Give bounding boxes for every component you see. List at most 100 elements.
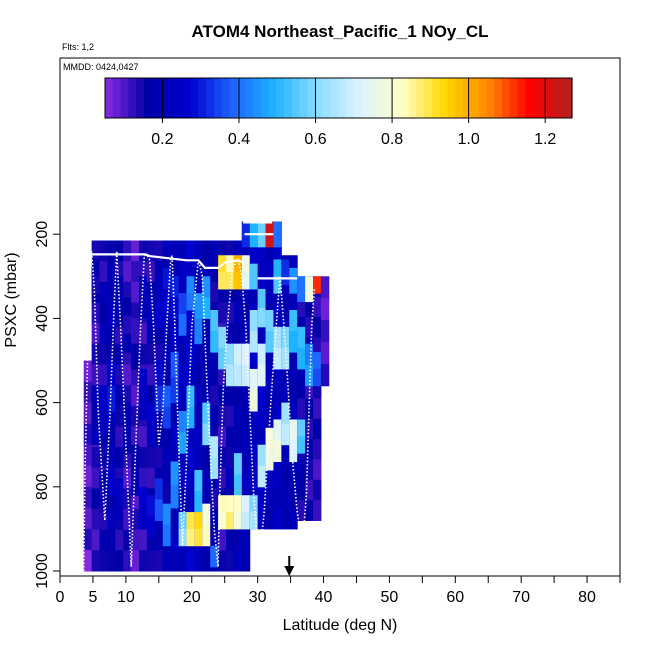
y-axis: 200 400 600 800 1000 [34,221,60,589]
heatmap-cell [115,529,124,551]
heatmap-cell [218,272,227,290]
heatmap-cell [218,405,227,427]
heatmap-cell [257,487,267,509]
heatmap-cell [226,495,235,513]
heatmap-cell [233,474,243,496]
heatmap-cell [131,385,140,407]
heatmap-cell [210,405,219,427]
heatmap-cell [257,385,267,407]
heatmap-cell [257,343,267,366]
heatmap-cell [202,550,211,572]
heatmap-cell [91,425,101,446]
heatmap-cell [107,529,116,551]
heatmap-cell [162,447,172,469]
colorbar-segment [509,78,519,118]
heatmap-cell [210,529,219,551]
heatmap-cell [91,488,101,510]
heatmap-cell [257,508,267,530]
heatmap-cell [139,507,148,530]
heatmap-cell [233,323,243,345]
heatmap-cell [146,423,156,446]
heatmap-cell [257,262,267,284]
heatmap-cell [202,364,211,386]
heatmap-cell [186,293,195,311]
heatmap-cell [265,331,274,353]
heatmap-cell [265,344,274,366]
flight-track [82,221,316,572]
heatmap-cells [83,221,330,572]
colorbar-segment [377,78,386,118]
flight-track-level-leg [90,253,245,269]
heatmap-cell [91,529,101,551]
y-tick-label: 800 [34,473,51,500]
heatmap-cell [273,405,282,427]
heatmap-cell [162,385,172,408]
heatmap-cell [170,405,180,427]
heatmap-cell [241,303,251,325]
heatmap-cell [162,488,172,510]
heatmap-cell [312,378,322,399]
heatmap-cell [123,529,132,551]
heatmap-cell [305,364,314,387]
colorbar-segment [159,78,168,118]
colorbar-segment [237,78,246,118]
heatmap-cell [226,426,235,448]
heatmap-cell [162,503,172,526]
heatmap-cell [265,242,274,264]
colorbar-segment [213,78,223,118]
colorbar-segment [548,78,558,118]
colorbar-segment [416,78,425,118]
arrow-head [284,566,295,576]
heatmap-cell [107,323,116,345]
colorbar-segment [408,78,417,118]
heatmap-cell [194,240,203,262]
heatmap-cell [170,240,180,262]
heatmap-cell [281,381,290,404]
heatmap-cell [178,550,187,572]
heatmap-cell [170,461,180,486]
heatmap-cell [162,267,172,290]
heatmap-cell [162,364,172,386]
colorbar-segment [268,78,277,118]
heatmap-cell [226,364,235,387]
heatmap-cell [226,447,235,469]
heatmap-cell [249,405,259,427]
heatmap-cell [139,447,148,469]
y-tick-label: 400 [34,305,51,332]
heatmap-cell [265,309,274,332]
heatmap-cell [154,447,164,469]
heatmap-cell [233,343,243,366]
heatmap-cell [170,447,180,469]
heatmap-cell [297,276,306,303]
colorbar-frame [104,77,573,119]
heatmap-cell [115,240,124,262]
heatmap-cell [289,402,298,425]
latitude-arrow-marker [284,556,295,576]
heatmap-cell [115,276,124,303]
heatmap-cell [202,343,211,365]
heatmap-cell [131,529,140,551]
heatmap-cell [218,302,227,324]
heatmap-cell [281,360,290,383]
heatmap-cell [186,512,195,530]
x-axis-label: Latitude (deg N) [283,617,398,634]
heatmap-cell [139,276,148,298]
heatmap-cell [194,343,203,365]
heatmap-cell [241,324,251,346]
heatmap-cell [115,426,124,448]
colorbar-segment [120,78,129,118]
heatmap-cell [226,550,235,572]
heatmap-cell [233,302,243,324]
colorbar-tick-label: 0.8 [381,131,403,148]
heatmap-cell [115,385,124,407]
heatmap-cell [241,468,251,490]
heatmap-cell [123,315,132,335]
heatmap-cell [123,488,132,510]
heatmap-cell [99,529,108,551]
heatmap-cell [131,469,140,496]
heatmap-cell [139,240,148,262]
heatmap-cell [257,288,267,309]
heatmap-cell [305,276,314,303]
heatmap-cell [218,326,227,349]
